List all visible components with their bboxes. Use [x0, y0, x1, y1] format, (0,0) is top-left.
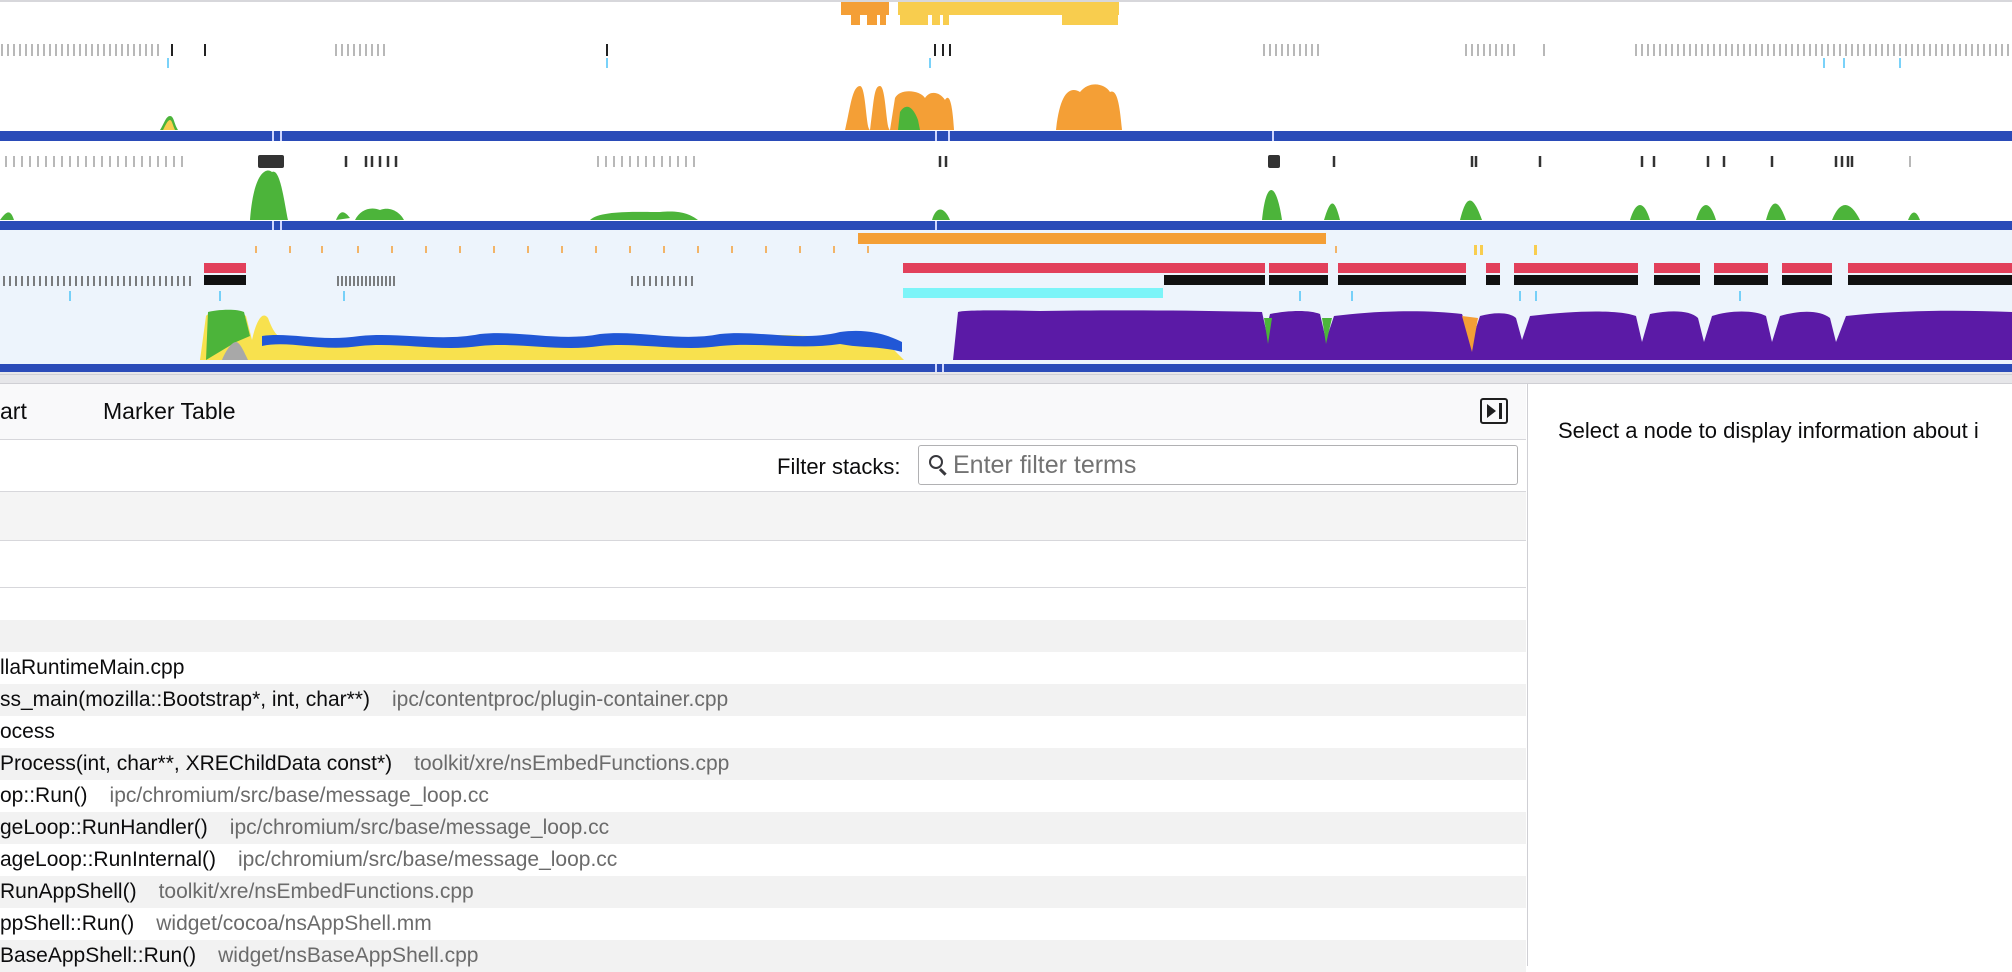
filter-input[interactable]	[953, 448, 1508, 482]
tree-row-function: ppShell::Run()	[0, 912, 135, 935]
tree-row-library: toolkit/xre/nsEmbedFunctions.cpp	[414, 752, 730, 775]
filter-input-box[interactable]	[918, 445, 1518, 485]
tree-row-function: ocess	[0, 720, 55, 743]
track-1-selected-bar	[0, 131, 2012, 141]
tree-row-function: BaseAppShell::Run()	[0, 944, 197, 967]
track-3-markers[interactable]	[204, 233, 2012, 298]
tree-row-library: ipc/chromium/src/base/message_loop.cc	[237, 848, 618, 871]
tree-row-library: widget/cocoa/nsAppShell.mm	[156, 912, 432, 935]
tab-call-tree[interactable]: art	[0, 398, 27, 424]
track-graphs[interactable]	[0, 0, 2012, 378]
tree-row-function: llaRuntimeMain.cpp	[0, 656, 185, 679]
tree-row-library: ipc/contentproc/plugin-container.cpp	[391, 688, 729, 711]
sidebar-toggle-button[interactable]	[1480, 398, 1508, 424]
tree-row[interactable]: geLoop::RunHandler() ipc/chromium/src/bas…	[0, 812, 1526, 844]
tree-settings-strip	[0, 492, 1526, 541]
tab-marker-table[interactable]: Marker Table	[103, 398, 236, 424]
tree-row[interactable]: BaseAppShell::Run() widget/nsBaseAppShell…	[0, 940, 1526, 972]
track-2-markers[interactable]	[258, 155, 1280, 168]
tree-row-library: toolkit/xre/nsEmbedFunctions.cpp	[158, 880, 474, 903]
tree-row-library: ipc/chromium/src/base/message_loop.cc	[229, 816, 610, 839]
track-3-selected-bar	[0, 364, 2012, 372]
tree-row[interactable]: llaRuntimeMain.cpp	[0, 652, 1526, 684]
tree-row-library: ipc/chromium/src/base/message_loop.cc	[109, 784, 489, 807]
track-1-sample-ticks	[1, 44, 2009, 56]
filter-label: Filter stacks:	[777, 454, 901, 479]
tree-row-blank	[0, 588, 1526, 620]
timeline-tracks[interactable]	[0, 0, 2012, 378]
tree-row-library: widget/nsBaseAppShell.cpp	[218, 944, 479, 967]
tree-row[interactable]: ocess	[0, 716, 1526, 748]
play-icon	[1487, 404, 1496, 418]
tree-row[interactable]: Process(int, char**, XREChildData const*…	[0, 748, 1526, 780]
sidebar-message: Select a node to display information abo…	[1558, 418, 1979, 443]
tree-row[interactable]: ppShell::Run() widget/cocoa/nsAppShell.mm	[0, 908, 1526, 940]
tree-row-function: geLoop::RunHandler()	[0, 816, 208, 839]
tab-bar: art Marker Table	[0, 384, 1526, 440]
tree-row[interactable]: ss_main(mozilla::Bootstrap*, int, char**…	[0, 684, 1526, 716]
track-2-cpu-graph	[0, 170, 1920, 220]
tree-row-function: RunAppShell()	[0, 880, 137, 903]
tree-header-strip	[0, 541, 1526, 588]
panel-icon	[1499, 403, 1502, 419]
tree-row-function: Process(int, char**, XREChildData const*…	[0, 752, 393, 775]
tree-row[interactable]: ageLoop::RunInternal() ipc/chromium/src/b…	[0, 844, 1526, 876]
track-1-cpu-graph	[160, 84, 1122, 130]
tree-row-function: ageLoop::RunInternal()	[0, 848, 216, 871]
call-tree-rows: llaRuntimeMain.cpp ss_main(mozilla::Boot…	[0, 652, 1526, 972]
track-2-selected-bar	[0, 221, 2012, 230]
tree-row-blank-2	[0, 620, 1526, 652]
timeline-splitter[interactable]	[0, 374, 2012, 384]
tree-row[interactable]: RunAppShell() toolkit/xre/nsEmbedFunction…	[0, 876, 1526, 908]
search-icon	[929, 455, 943, 469]
search-icon-handle	[939, 468, 947, 476]
sidebar-panel: Select a node to display information abo…	[1527, 384, 2012, 966]
track-3-cpu-graph	[200, 309, 2012, 360]
tree-row-function: op::Run()	[0, 784, 88, 807]
call-tree-panel: art Marker Table Filter stacks: llaRunti…	[0, 384, 1526, 972]
track-1-markers[interactable]	[841, 2, 1119, 25]
tree-row-function: ss_main(mozilla::Bootstrap*, int, char**…	[0, 688, 370, 711]
tree-row[interactable]: op::Run() ipc/chromium/src/base/message_l…	[0, 780, 1526, 812]
